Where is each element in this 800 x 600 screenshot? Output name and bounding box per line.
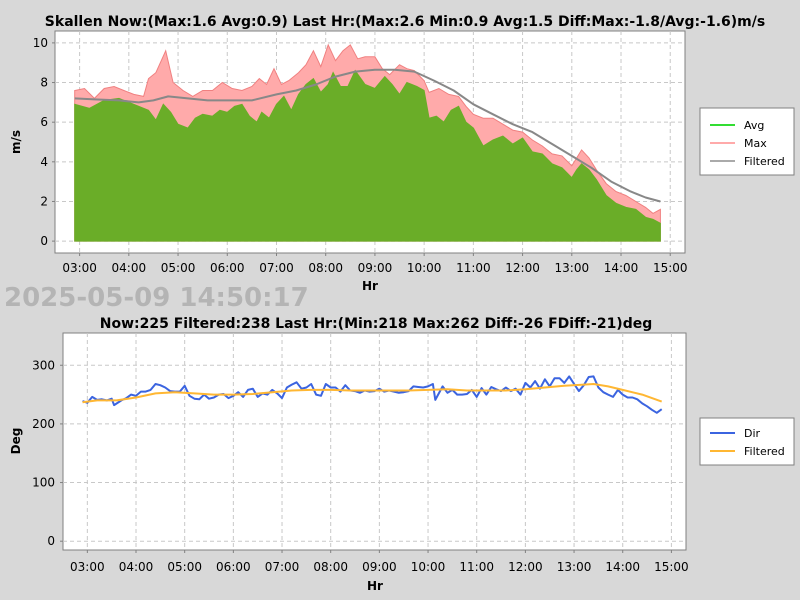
wind-direction-x-tick-label: 05:00 [167,560,202,574]
wind-speed-y-tick-label: 8 [40,76,48,90]
wind-speed-x-tick-label: 13:00 [555,261,590,275]
wind-direction-series-filtered-line [82,383,663,404]
wind-direction-x-tick-label: 10:00 [411,560,446,574]
wind-speed-x-tick-label: 04:00 [112,261,147,275]
wind-direction-y-label: Deg [9,428,23,455]
wind-direction-y-ticks: 0 100 200 300 [32,358,63,548]
wind-speed-y-tick-label: 2 [40,194,48,208]
wind-direction-x-tick-label: 06:00 [216,560,251,574]
wind-direction-x-label: Hr [367,579,383,593]
wind-direction-legend-label-filtered: Filtered [744,445,785,458]
wind-direction-x-ticks: 03:00 04:00 05:00 06:00 07:00 08:00 09:00 10:00… [70,550,689,574]
wind-direction-x-tick-label: 04:00 [119,560,154,574]
wind-direction-x-tick-label: 15:00 [654,560,689,574]
wind-speed-x-label: Hr [362,279,378,293]
wind-speed-x-tick-label: 05:00 [161,261,196,275]
wind-direction-legend-box [699,417,795,466]
wind-direction-y-tick-label: 300 [32,358,55,372]
wind-speed-legend-label-max: Max [744,137,767,150]
wind-direction-grid [63,333,686,550]
wind-speed-y-ticks: 0 2 4 6 8 10 [33,36,55,248]
wind-direction-chart: Now:225 Filtered:238 Last Hr:(Min:218 Ma… [9,316,795,593]
wind-speed-series [74,43,661,242]
wind-speed-legend-box [699,107,795,176]
wind-speed-y-tick-label: 0 [40,234,48,248]
wind-direction-y-tick-label: 0 [47,534,55,548]
wind-speed-x-tick-label: 15:00 [653,261,688,275]
wind-speed-x-ticks: 03:00 04:00 05:00 06:00 07:00 08:00 09:00 10:00… [62,253,688,275]
wind-speed-x-tick-label: 08:00 [308,261,343,275]
wind-speed-x-tick-label: 14:00 [604,261,639,275]
wind-speed-chart-title: Skallen Now:(Max:1.6 Avg:0.9) Last Hr:(M… [45,14,765,30]
wind-speed-legend-label-filtered: Filtered [744,155,785,168]
wind-direction-x-tick-label: 07:00 [265,560,300,574]
wind-direction-x-tick-label: 11:00 [459,560,494,574]
wind-direction-x-tick-label: 09:00 [362,560,397,574]
wind-speed-series-avg-area [74,69,661,242]
wind-speed-x-tick-label: 09:00 [358,261,393,275]
wind-speed-series-filtered-line [74,68,661,203]
wind-direction-y-tick-label: 100 [32,476,55,490]
wind-direction-legend-label-dir: Dir [744,427,761,440]
wind-direction-legend: Dir Filtered [699,417,795,466]
wind-direction-y-tick-label: 200 [32,417,55,431]
wind-speed-x-tick-label: 12:00 [505,261,540,275]
wind-direction-chart-title: Now:225 Filtered:238 Last Hr:(Min:218 Ma… [100,316,653,332]
wind-speed-y-tick-label: 10 [33,36,48,50]
wind-speed-x-tick-label: 06:00 [210,261,245,275]
wind-direction-x-tick-label: 12:00 [508,560,543,574]
wind-speed-y-tick-label: 4 [40,155,48,169]
wind-direction-x-tick-label: 08:00 [313,560,348,574]
wind-speed-y-label: m/s [9,130,23,154]
wind-direction-x-tick-label: 03:00 [70,560,105,574]
wind-direction-x-tick-label: 14:00 [605,560,640,574]
wind-speed-legend-label-avg: Avg [744,119,764,132]
wind-speed-x-tick-label: 11:00 [456,261,491,275]
wind-direction-plot-area [62,332,687,551]
wind-direction-x-tick-label: 13:00 [557,560,592,574]
wind-speed-legend: Avg Max Filtered [699,107,795,176]
wind-speed-x-tick-label: 10:00 [407,261,442,275]
wind-speed-chart: Skallen Now:(Max:1.6 Avg:0.9) Last Hr:(M… [9,14,795,293]
wind-speed-y-tick-label: 6 [40,115,48,129]
wind-speed-x-tick-label: 07:00 [259,261,294,275]
timestamp: 2025-05-09 14:50:17 [4,283,309,313]
wind-speed-x-tick-label: 03:00 [62,261,97,275]
wind-direction-series [82,375,663,414]
